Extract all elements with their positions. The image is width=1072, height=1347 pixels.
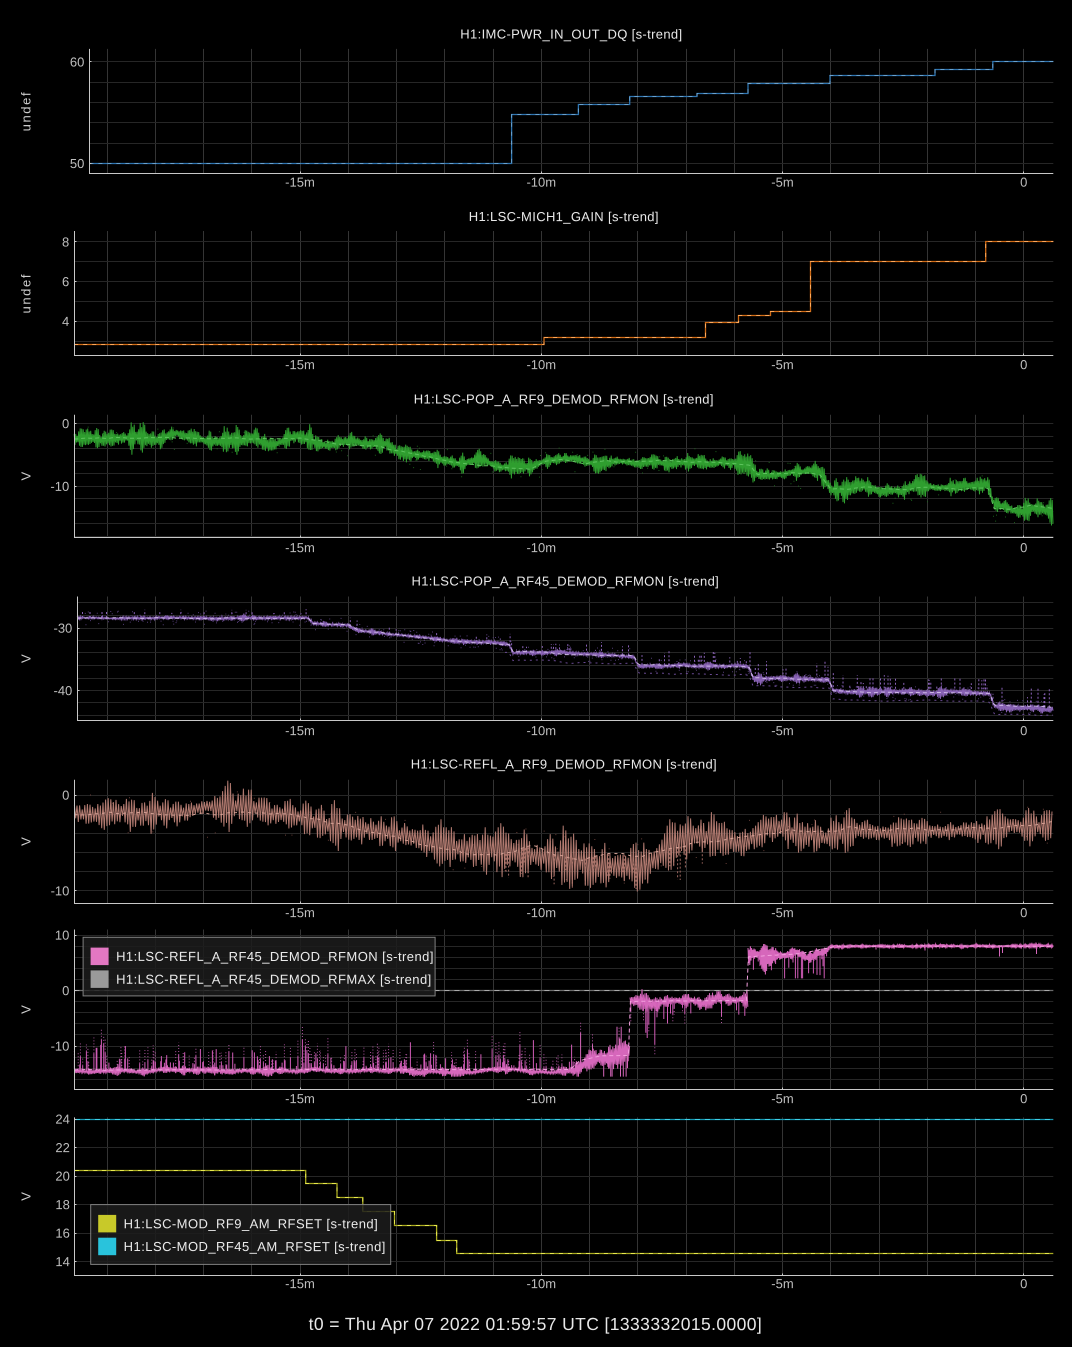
svg-text:16: 16 xyxy=(55,1226,69,1241)
svg-text:V: V xyxy=(19,1192,34,1201)
svg-text:-30: -30 xyxy=(53,621,72,636)
svg-text:t0 = Thu Apr 07 2022 01:59:57: t0 = Thu Apr 07 2022 01:59:57 UTC [13333… xyxy=(309,1314,763,1334)
svg-text:undef: undef xyxy=(19,273,34,314)
svg-text:-5m: -5m xyxy=(771,1091,793,1106)
svg-text:H1:LSC-POP_A_RF9_DEMOD_RFMON [: H1:LSC-POP_A_RF9_DEMOD_RFMON [s-trend] xyxy=(414,392,714,407)
svg-text:H1:LSC-MOD_RF9_AM_RFSET [s-tre: H1:LSC-MOD_RF9_AM_RFSET [s-trend] xyxy=(124,1216,378,1231)
svg-text:0: 0 xyxy=(1020,723,1027,738)
svg-text:60: 60 xyxy=(70,54,84,69)
svg-text:-5m: -5m xyxy=(771,540,793,555)
svg-text:14: 14 xyxy=(55,1254,69,1269)
svg-text:24: 24 xyxy=(55,1112,69,1127)
svg-text:4: 4 xyxy=(62,314,69,329)
svg-text:-10m: -10m xyxy=(526,1091,556,1106)
svg-text:0: 0 xyxy=(62,416,69,431)
svg-text:H1:LSC-REFL_A_RF45_DEMOD_RFMON: H1:LSC-REFL_A_RF45_DEMOD_RFMON [s-trend] xyxy=(116,949,434,964)
svg-text:-15m: -15m xyxy=(285,357,315,372)
svg-text:H1:LSC-POP_A_RF45_DEMOD_RFMON: H1:LSC-POP_A_RF45_DEMOD_RFMON [s-trend] xyxy=(411,574,719,589)
svg-text:-5m: -5m xyxy=(771,1276,793,1291)
svg-text:-15m: -15m xyxy=(285,905,315,920)
svg-text:-10m: -10m xyxy=(526,905,556,920)
svg-text:-10: -10 xyxy=(51,883,70,898)
svg-text:20: 20 xyxy=(55,1169,69,1184)
svg-text:-10m: -10m xyxy=(526,540,556,555)
svg-text:0: 0 xyxy=(62,788,69,803)
svg-text:-10m: -10m xyxy=(526,357,556,372)
svg-text:6: 6 xyxy=(62,274,69,289)
svg-text:-10m: -10m xyxy=(526,723,556,738)
svg-text:V: V xyxy=(19,654,34,663)
svg-text:-10: -10 xyxy=(50,479,69,494)
svg-text:50: 50 xyxy=(70,156,84,171)
svg-text:-15m: -15m xyxy=(285,723,315,738)
svg-text:0: 0 xyxy=(1020,1276,1027,1291)
svg-text:-15m: -15m xyxy=(285,1276,315,1291)
svg-text:0: 0 xyxy=(62,983,69,998)
svg-text:V: V xyxy=(19,471,34,480)
svg-text:-40: -40 xyxy=(53,683,72,698)
svg-text:10: 10 xyxy=(55,928,69,943)
svg-text:undef: undef xyxy=(19,91,34,132)
svg-text:H1:LSC-REFL_A_RF45_DEMOD_RFMAX: H1:LSC-REFL_A_RF45_DEMOD_RFMAX [s-trend] xyxy=(116,972,432,987)
svg-text:0: 0 xyxy=(1020,175,1027,190)
svg-text:V: V xyxy=(19,837,34,846)
svg-text:H1:LSC-REFL_A_RF9_DEMOD_RFMON: H1:LSC-REFL_A_RF9_DEMOD_RFMON [s-trend] xyxy=(411,757,717,772)
svg-text:-5m: -5m xyxy=(771,357,793,372)
svg-text:H1:IMC-PWR_IN_OUT_DQ [s-trend]: H1:IMC-PWR_IN_OUT_DQ [s-trend] xyxy=(460,27,682,42)
svg-text:22: 22 xyxy=(55,1140,69,1155)
svg-text:-5m: -5m xyxy=(771,175,793,190)
svg-text:0: 0 xyxy=(1020,357,1027,372)
svg-text:-10m: -10m xyxy=(526,1276,556,1291)
svg-text:-5m: -5m xyxy=(771,723,793,738)
svg-text:18: 18 xyxy=(55,1197,69,1212)
svg-text:-5m: -5m xyxy=(771,905,793,920)
svg-text:-10: -10 xyxy=(51,1039,70,1054)
svg-text:-15m: -15m xyxy=(285,175,315,190)
svg-text:H1:LSC-MOD_RF45_AM_RFSET [s-tr: H1:LSC-MOD_RF45_AM_RFSET [s-trend] xyxy=(124,1239,386,1254)
svg-text:-15m: -15m xyxy=(285,1091,315,1106)
svg-text:0: 0 xyxy=(1020,540,1027,555)
svg-text:V: V xyxy=(19,1005,34,1014)
svg-text:8: 8 xyxy=(62,234,69,249)
svg-text:0: 0 xyxy=(1020,905,1027,920)
svg-text:-10m: -10m xyxy=(526,175,556,190)
svg-text:H1:LSC-MICH1_GAIN [s-trend]: H1:LSC-MICH1_GAIN [s-trend] xyxy=(469,209,659,224)
svg-text:0: 0 xyxy=(1020,1091,1027,1106)
svg-text:-15m: -15m xyxy=(285,540,315,555)
